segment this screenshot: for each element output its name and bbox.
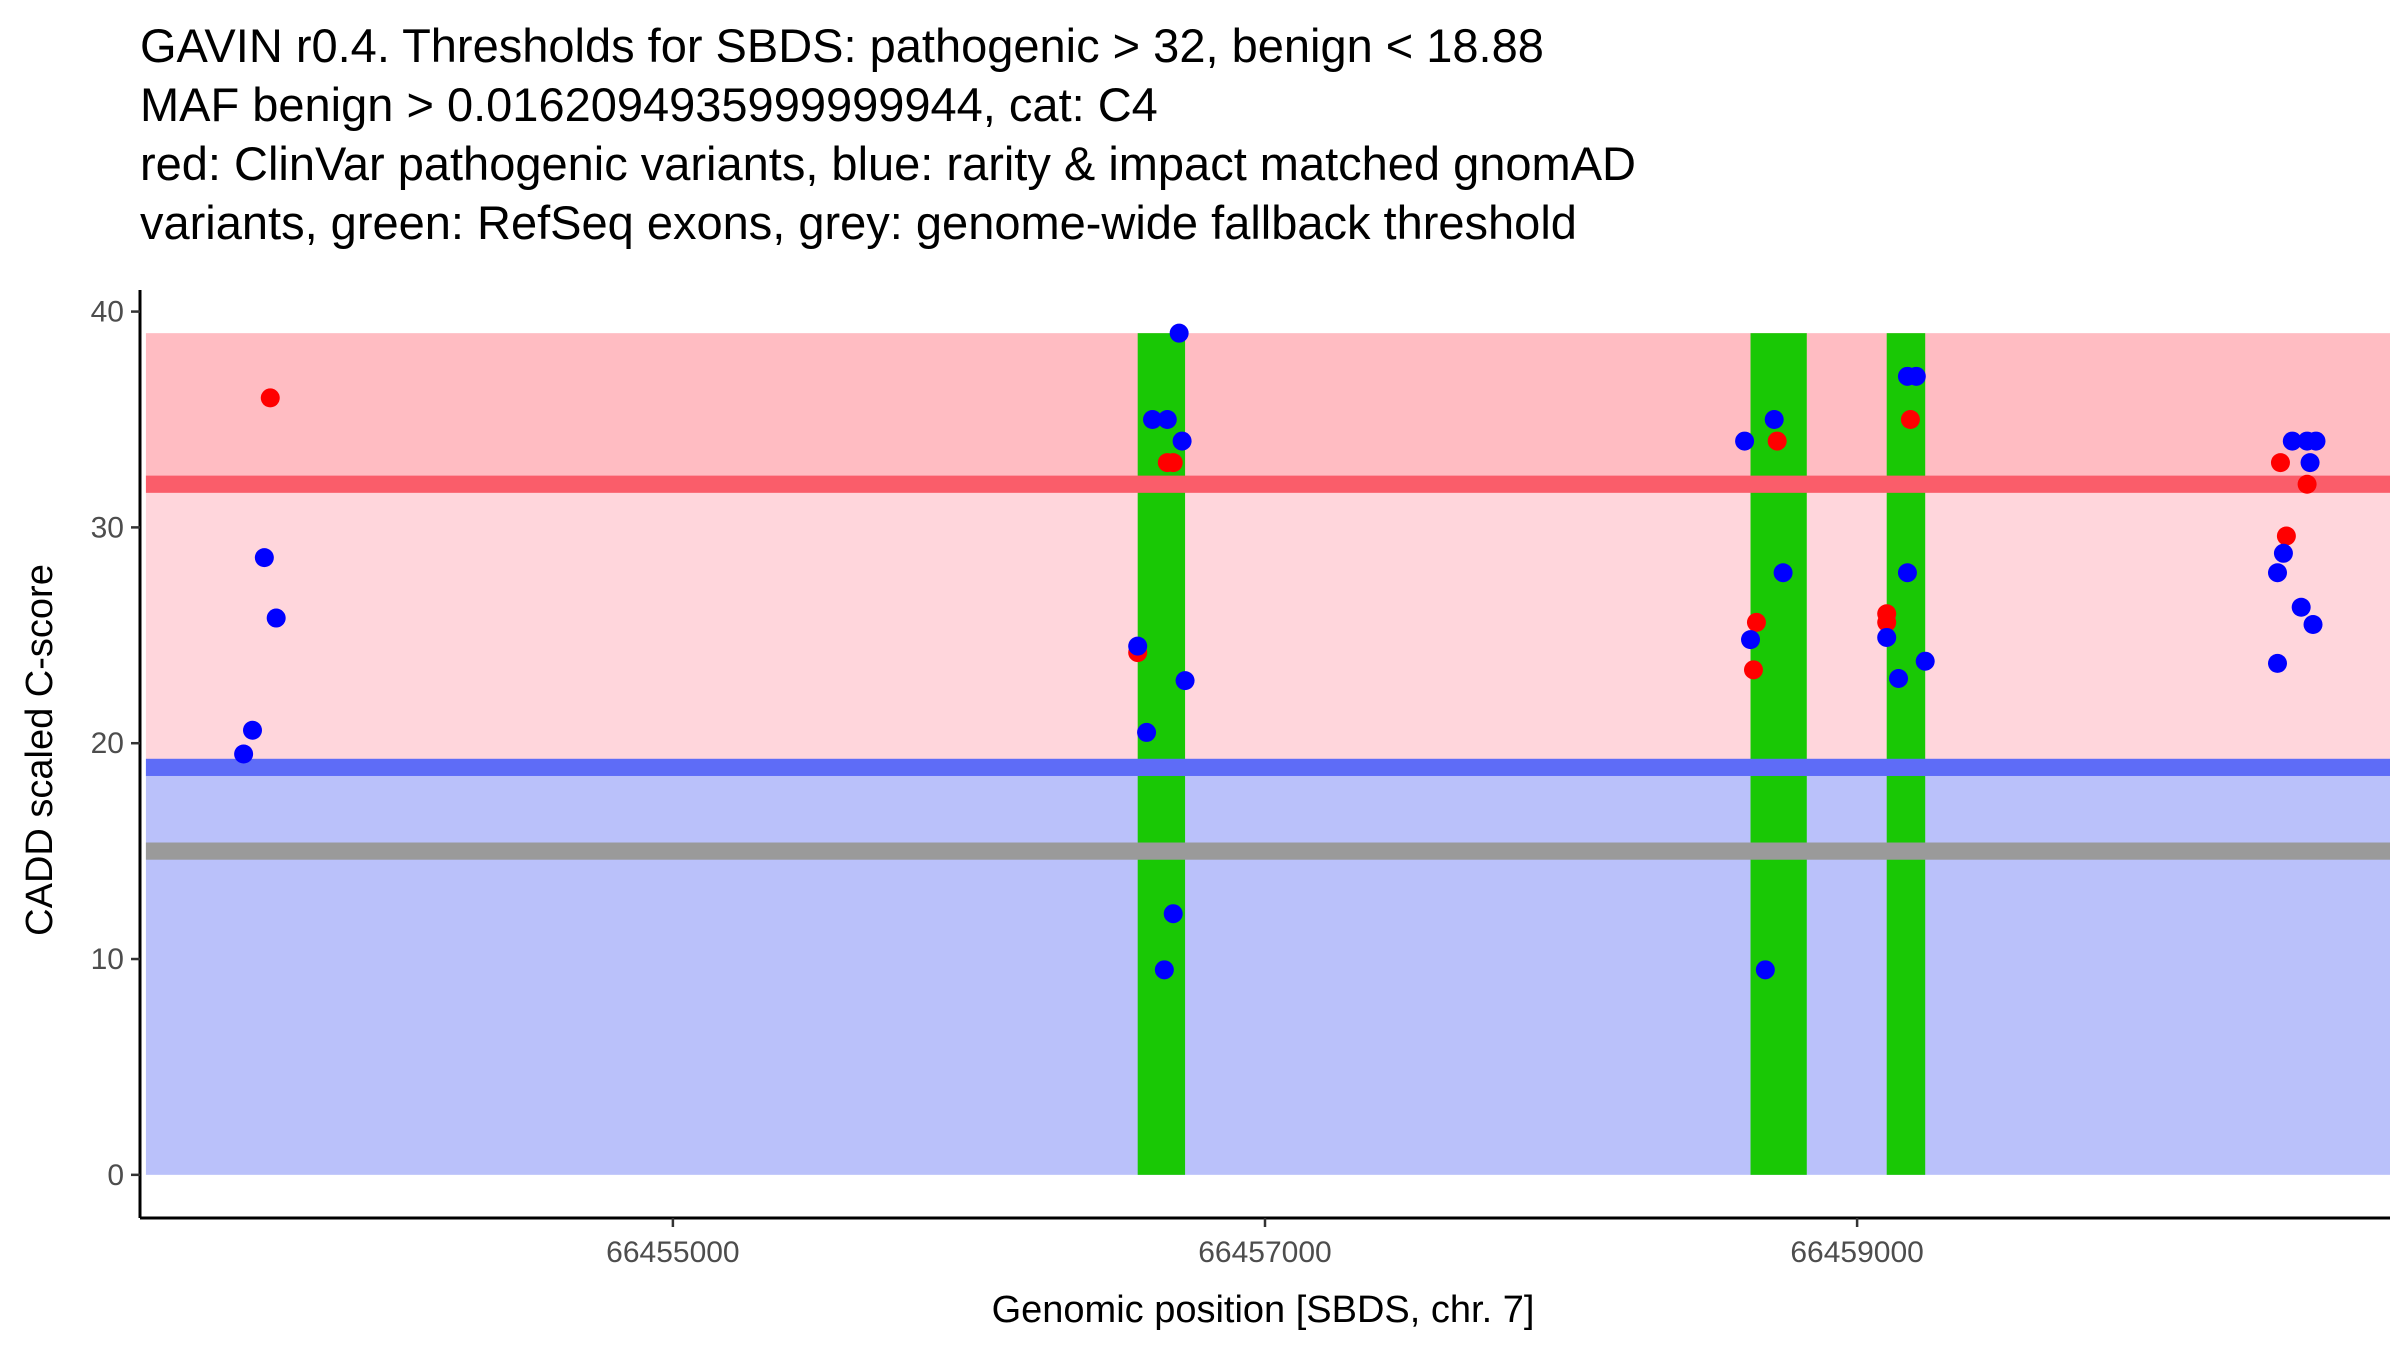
threshold-zones: [145, 333, 2390, 1175]
gnomad-point-8: [1154, 960, 1174, 980]
gnomad-point-17: [1764, 409, 1784, 429]
gnomad-point-12: [1172, 431, 1192, 451]
gnomad-point-26: [2268, 563, 2287, 583]
y-tick-label-40: 40: [91, 296, 124, 329]
chart-title: GAVIN r0.4. Thresholds for SBDS: pathoge…: [140, 16, 2380, 252]
gnomad-point-21: [1897, 563, 1917, 583]
gnomad-point-14: [1735, 431, 1755, 451]
gnomad-point-3: [254, 548, 274, 568]
gnomad-point-4: [266, 608, 286, 628]
exon-bar-2: [1750, 333, 1807, 1175]
x-tick-label-66455000: 66455000: [606, 1236, 739, 1269]
gnomad-point-11: [1169, 323, 1189, 343]
gnomad-point-29: [2291, 597, 2311, 617]
exon-bars: [1137, 333, 1926, 1175]
y-tick-label-0: 0: [107, 1159, 124, 1192]
title-line-1: GAVIN r0.4. Thresholds for SBDS: pathoge…: [140, 19, 1544, 72]
threshold-lines: [145, 475, 2390, 860]
data-points: [234, 323, 2326, 980]
pathogenic-point-7: [1767, 431, 1787, 451]
gnomad-point-2: [243, 720, 262, 740]
gnomad-point-13: [1175, 671, 1195, 691]
gnomad-point-33: [2306, 431, 2326, 451]
gnomad-point-10: [1163, 904, 1183, 924]
pathogenic-point-11: [2270, 453, 2290, 473]
exon-bar-1: [1137, 333, 1186, 1175]
pathogenic-point-6: [1746, 612, 1766, 632]
x-tick-label-66459000: 66459000: [1790, 1236, 1923, 1269]
gnomad-point-31: [2300, 453, 2320, 473]
exon-bar-3: [1886, 333, 1926, 1175]
pathogenic-point-1: [260, 388, 280, 408]
y-tick-label-30: 30: [91, 511, 124, 544]
gnomad-point-15: [1741, 630, 1761, 650]
gnomad-point-16: [1755, 960, 1775, 980]
pathogenic-point-10: [1900, 409, 1920, 429]
intermediate-zone: [145, 484, 2390, 768]
title-line-3: red: ClinVar pathogenic variants, blue: …: [140, 137, 1636, 190]
gnomad-point-1: [234, 744, 254, 764]
fallback-threshold-line: [145, 842, 2390, 860]
gnomad-point-25: [2268, 653, 2287, 673]
pathogenic-point-9: [1877, 604, 1897, 624]
y-tick-label-10: 10: [91, 943, 124, 976]
gnomad-point-9: [1157, 409, 1177, 429]
pathogenic-point-4: [1163, 453, 1183, 473]
gnomad-point-18: [1773, 563, 1793, 583]
pathogenic-point-5: [1743, 660, 1763, 680]
x-axis-title: Genomic position [SBDS, chr. 7]: [992, 1289, 1535, 1331]
gnomad-point-20: [1889, 668, 1909, 688]
axes: 0 10 20 30 40 66455000 66457000 66459000: [91, 290, 2390, 1269]
x-tick-label-66457000: 66457000: [1198, 1236, 1331, 1269]
gnomad-point-19: [1877, 627, 1897, 647]
title-line-2: MAF benign > 0.0162094935999999944, cat:…: [140, 78, 1158, 131]
pathogenic-point-13: [2297, 474, 2317, 494]
gnomad-point-23: [1906, 366, 1926, 386]
y-axis-title: CADD scaled C-score: [19, 564, 61, 936]
pathogenic-point-12: [2276, 526, 2296, 546]
gnomad-point-28: [2282, 431, 2302, 451]
title-line-4: variants, green: RefSeq exons, grey: gen…: [140, 196, 1577, 249]
benign-zone: [145, 767, 2390, 1175]
gnomad-point-6: [1137, 722, 1157, 742]
benign-threshold-line: [145, 758, 2390, 776]
pathogenic-threshold-line: [145, 475, 2390, 493]
gnomad-point-24: [1915, 651, 1935, 671]
gnomad-point-5: [1128, 636, 1148, 656]
gnomad-point-32: [2303, 615, 2323, 635]
gnomad-point-7: [1143, 409, 1162, 429]
y-tick-label-20: 20: [91, 727, 124, 760]
pathogenic-zone: [145, 333, 2390, 485]
gnomad-point-27: [2273, 543, 2293, 563]
